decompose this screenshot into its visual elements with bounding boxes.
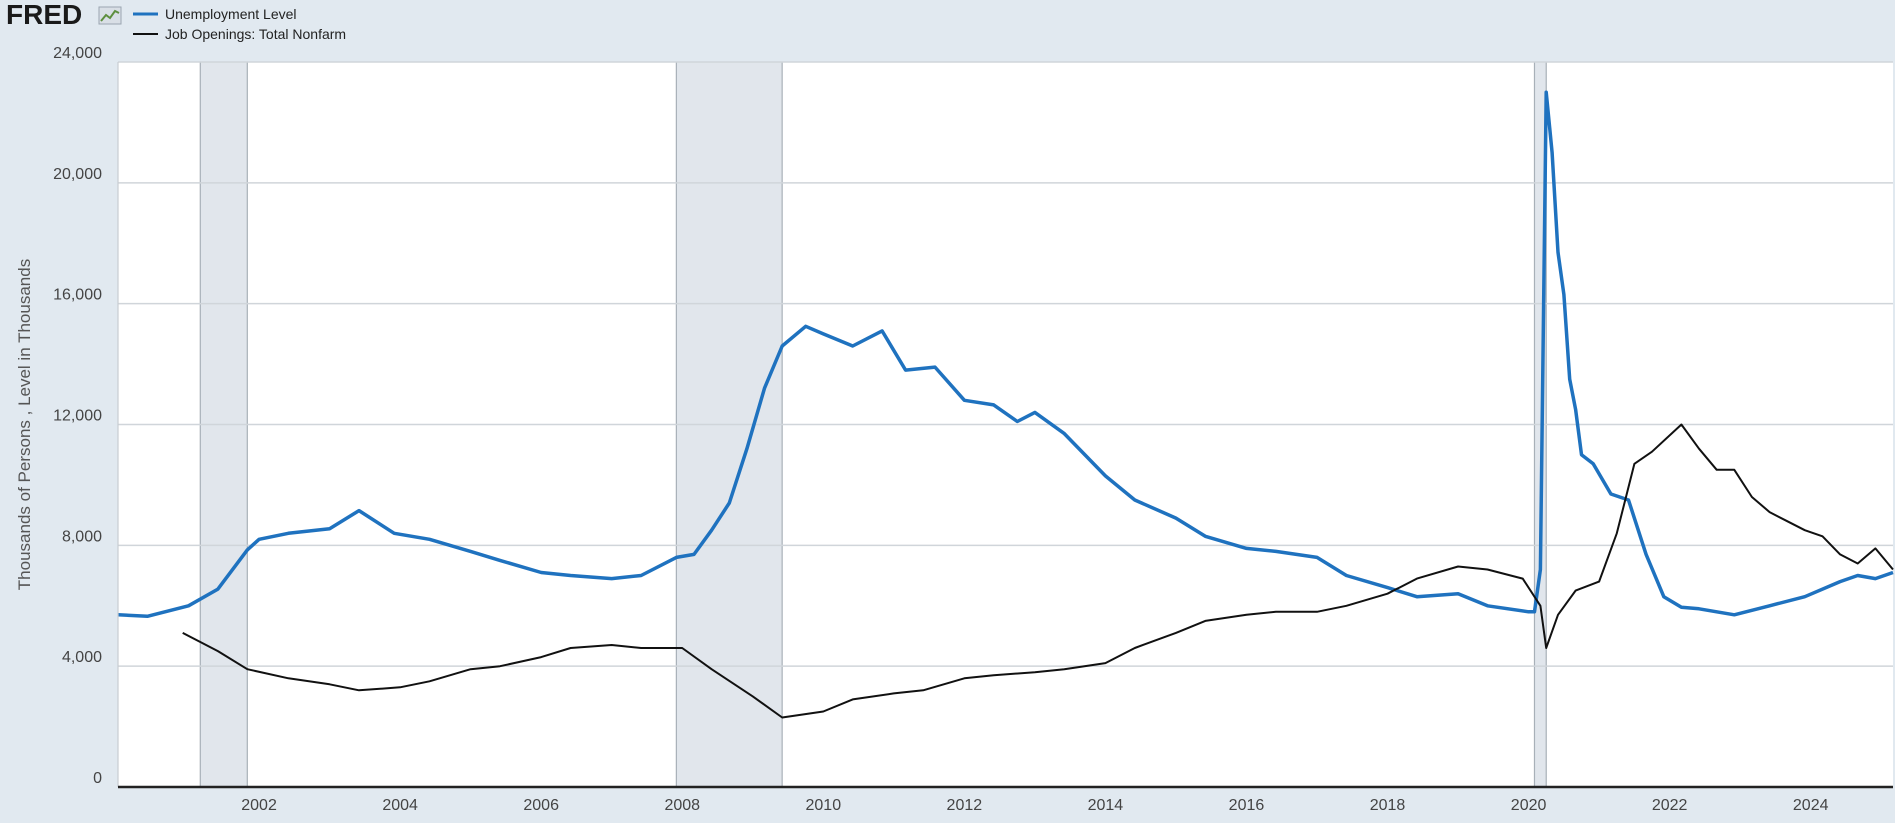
gridlines <box>118 61 1893 667</box>
legend-label-0: Unemployment Level <box>165 6 297 22</box>
y-axis-label: Thousands of Persons , Level in Thousand… <box>15 259 34 590</box>
y-tick-label: 16,000 <box>53 287 102 304</box>
fred-trend-icon <box>98 6 122 25</box>
x-tick-label: 2010 <box>806 797 842 814</box>
x-tick-label: 2024 <box>1793 797 1829 814</box>
x-tick-label: 2012 <box>947 797 983 814</box>
x-tick-labels: 2002 2004 2006 2008 2010 2012 2014 2016 2018 2020… <box>241 797 1828 814</box>
y-tick-labels: 0 4,000 8,000 12,000 16,000 20,000 24,000 <box>53 45 102 787</box>
x-tick-label: 2020 <box>1511 797 1547 814</box>
fred-logo[interactable]: FRED <box>6 0 122 30</box>
fred-logo-text: FRED <box>6 0 82 30</box>
y-tick-label: 4,000 <box>62 649 102 666</box>
legend-label-1: Job Openings: Total Nonfarm <box>165 26 346 42</box>
x-tick-label: 2004 <box>382 797 418 814</box>
x-tick-label: 2014 <box>1088 797 1124 814</box>
y-tick-label: 12,000 <box>53 408 102 425</box>
y-tick-label: 24,000 <box>53 45 102 62</box>
y-tick-label: 0 <box>93 770 102 787</box>
legend: Unemployment Level Job Openings: Total No… <box>133 6 346 42</box>
x-tick-label: 2016 <box>1229 797 1265 814</box>
axes <box>117 62 1893 789</box>
x-tick-label: 2006 <box>523 797 559 814</box>
series-line-1 <box>182 423 1894 719</box>
series-lines <box>117 90 1894 719</box>
x-tick-label: 2018 <box>1370 797 1406 814</box>
series-line-0 <box>117 90 1894 619</box>
x-tick-label: 2008 <box>664 797 700 814</box>
y-tick-label: 8,000 <box>62 528 102 545</box>
x-tick-label: 2002 <box>241 797 277 814</box>
y-tick-label: 20,000 <box>53 166 102 183</box>
x-tick-label: 2022 <box>1652 797 1688 814</box>
